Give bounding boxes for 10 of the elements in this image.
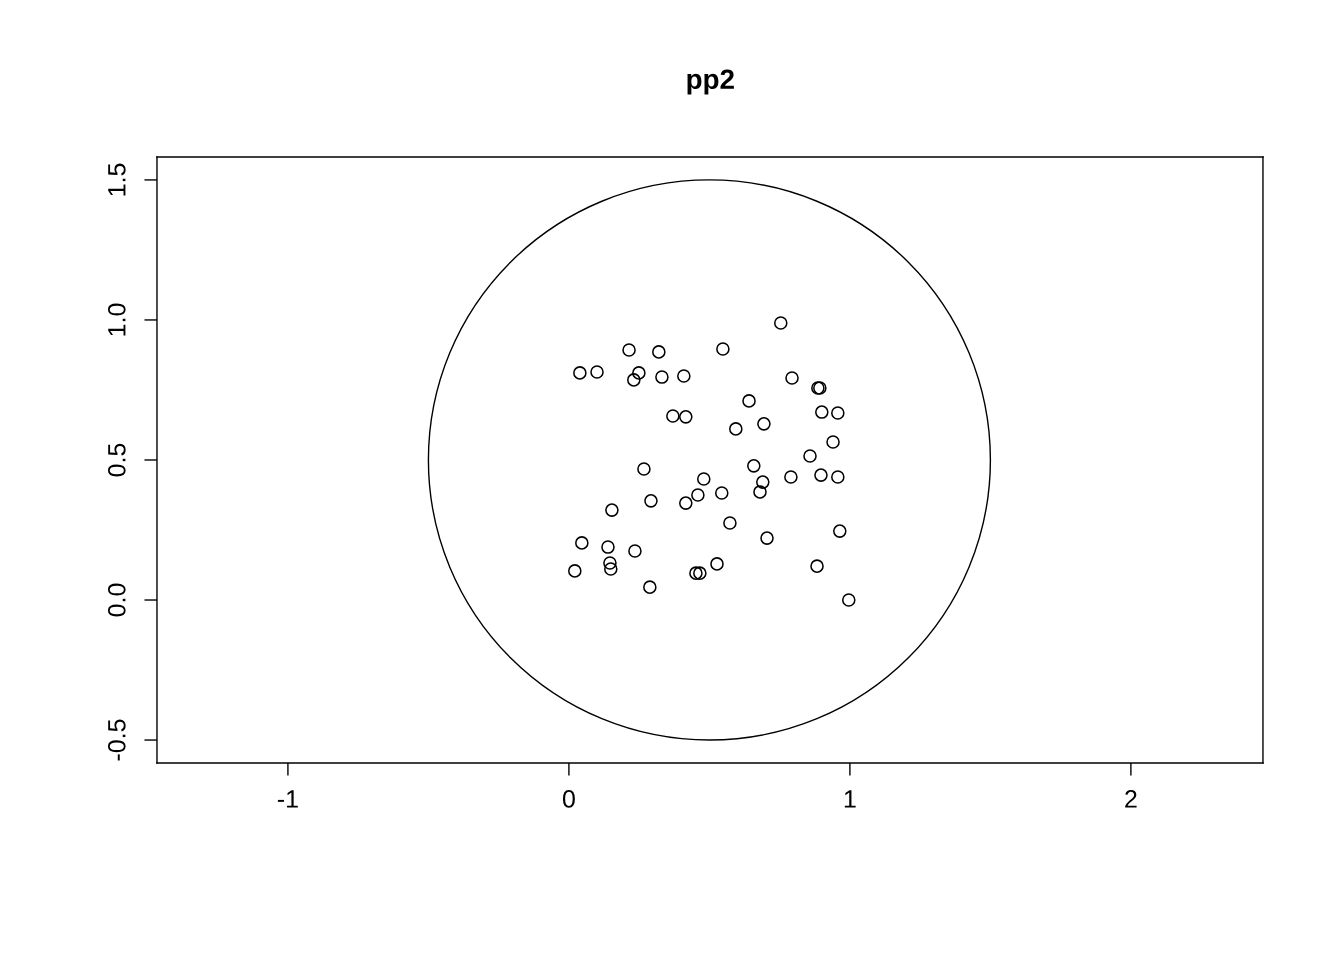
chart-title: pp2 <box>687 69 734 95</box>
y-tick-label: -0.5 <box>107 719 126 761</box>
x-tick-label: -1 <box>277 790 298 808</box>
y-tick-label: 0.5 <box>107 443 126 477</box>
y-tick-label: 0.0 <box>107 583 126 617</box>
y-tick-label: 1.5 <box>108 163 126 196</box>
y-tick-label: 1.0 <box>107 303 126 336</box>
x-tick-label: 2 <box>1125 790 1137 808</box>
x-tick-label: 1 <box>844 790 856 808</box>
x-tick-label: 0 <box>562 790 575 808</box>
